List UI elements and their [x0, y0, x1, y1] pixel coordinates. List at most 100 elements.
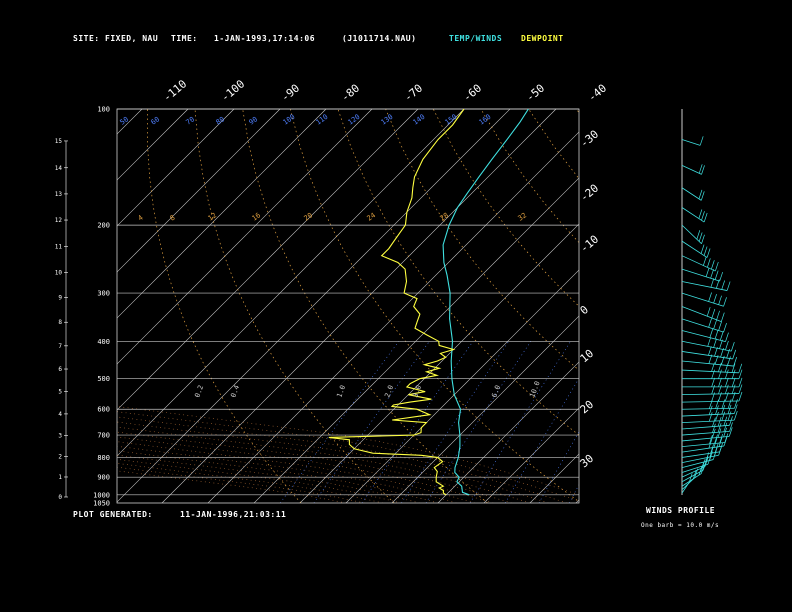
wind-barb-feather: [717, 423, 722, 433]
wind-barb: [681, 369, 739, 374]
top-temperature-tick: -60: [461, 82, 485, 105]
wind-barb: [681, 351, 733, 360]
wind-barb-feather: [698, 209, 703, 219]
top-temperature-tick: -50: [524, 82, 548, 105]
isotherm-line: [437, 361, 579, 503]
wind-barb-feather: [731, 384, 736, 394]
dry-adiabat-label: 24: [366, 211, 378, 222]
wind-barb-feather: [721, 405, 726, 415]
wind-barb-feather: [714, 261, 719, 272]
wind-barb-feather: [723, 297, 727, 307]
wind-barb-feather: [712, 417, 716, 427]
height-tick-label: 1: [58, 474, 62, 481]
height-tick-label: 8: [58, 319, 62, 326]
wind-barb-feather: [718, 437, 723, 447]
moist-adiabat-label: 80: [215, 115, 227, 126]
wind-barb-feather: [713, 438, 718, 448]
wind-barb: [681, 292, 724, 307]
pressure-tick-label: 1050: [93, 500, 110, 508]
wind-barb-feather: [718, 369, 722, 379]
top-temperature-tick: -70: [402, 82, 426, 105]
wind-barb-feather: [731, 369, 736, 379]
dry-adiabat-line: [385, 109, 579, 371]
isotherm-line: [299, 223, 579, 503]
isotherm-line: [117, 109, 327, 319]
wind-barb: [681, 424, 730, 430]
height-tick-label: 7: [58, 343, 62, 350]
wind-barb: [681, 360, 734, 367]
wind-barb-feather: [721, 411, 726, 421]
wind-barb-feather: [714, 347, 718, 357]
plot-generated-label: PLOT GENERATED:: [73, 510, 153, 519]
wind-barb: [681, 207, 705, 223]
wind-barb-feather: [727, 399, 732, 409]
wind-barb-feather: [709, 447, 714, 458]
wind-barb-feather: [723, 416, 728, 426]
wind-barb: [681, 466, 706, 478]
wind-barb: [681, 413, 735, 417]
dry-adiabat-line: [146, 109, 302, 503]
wind-barb-feather: [699, 136, 704, 146]
moist-adiabat-label: 70: [185, 115, 197, 126]
height-tick-label: 2: [58, 453, 62, 460]
height-tick-label: 0: [58, 494, 62, 501]
wind-barb-feather: [701, 458, 706, 468]
wind-barb-feather: [723, 323, 727, 333]
mixing-ratio-line: [504, 377, 579, 503]
dry-adiabat-line: [337, 109, 579, 436]
wind-barb-feather: [738, 363, 743, 373]
sounding-series: [328, 109, 529, 496]
dry-adiabat-line: [575, 109, 579, 114]
winds-profile-subtitle: One barb = 10.0 m/s: [641, 522, 720, 529]
wind-barb-feather: [723, 427, 727, 438]
wind-barb-feather: [728, 427, 733, 437]
wind-barb-feather: [701, 234, 705, 244]
dry-adiabat-label: 32: [517, 211, 529, 222]
wind-barb-feather: [727, 411, 732, 421]
isotherm-line: [117, 109, 143, 135]
wind-barb-feather: [731, 363, 736, 373]
winds-profile-title: WINDS PROFILE: [646, 506, 716, 515]
wind-barb-feather: [696, 230, 701, 240]
pressure-tick-label: 100: [97, 106, 110, 114]
isotherm-line: [253, 177, 579, 503]
wind-barb-feather: [714, 270, 719, 280]
wind-barb-feather: [698, 189, 703, 199]
moist-adiabat-line: [117, 459, 402, 503]
wind-barb-feather: [738, 369, 743, 379]
mixing-ratio-label: 6.0: [490, 384, 502, 399]
wind-barb-feather: [711, 377, 715, 387]
wind-barb: [681, 187, 702, 201]
wind-barb: [681, 435, 730, 442]
dry-adiabat-line: [289, 109, 579, 503]
wind-barb-feather: [732, 349, 737, 360]
wind-barb-feather: [698, 465, 703, 476]
moist-adiabat-label: 120: [347, 113, 362, 127]
right-temperature-tick: 10: [578, 347, 597, 365]
wind-barb: [681, 430, 730, 436]
dry-adiabat-label: 8: [169, 214, 177, 223]
isotherm-line: [117, 109, 419, 411]
wind-barb-feather: [708, 346, 712, 356]
pressure-tick-label: 200: [97, 222, 110, 230]
wind-barb-feather: [710, 444, 714, 454]
wind-barb-feather: [725, 340, 729, 351]
wind-barb-feather: [701, 211, 705, 221]
dry-adiabat-line: [480, 109, 579, 244]
wind-barb: [681, 330, 726, 343]
wind-barb-feather: [712, 423, 716, 433]
wind-barb-feather: [703, 212, 708, 223]
wind-barb-feather: [711, 308, 716, 319]
wind-barb-feather: [738, 391, 743, 402]
wind-barb: [681, 255, 716, 272]
top-temperature-tick: -110: [161, 77, 190, 104]
moist-adiabat-label: 50: [119, 115, 131, 126]
wind-barb-feather: [733, 356, 738, 367]
plot-frame: [116, 108, 580, 504]
chart-gridlines: [117, 109, 579, 503]
wind-barb-feather: [708, 318, 712, 328]
wind-barb-feather: [706, 258, 711, 268]
dry-adiabat-label: 16: [251, 211, 263, 222]
wind-barb-feather: [733, 411, 738, 421]
wind-barb: [681, 473, 702, 487]
